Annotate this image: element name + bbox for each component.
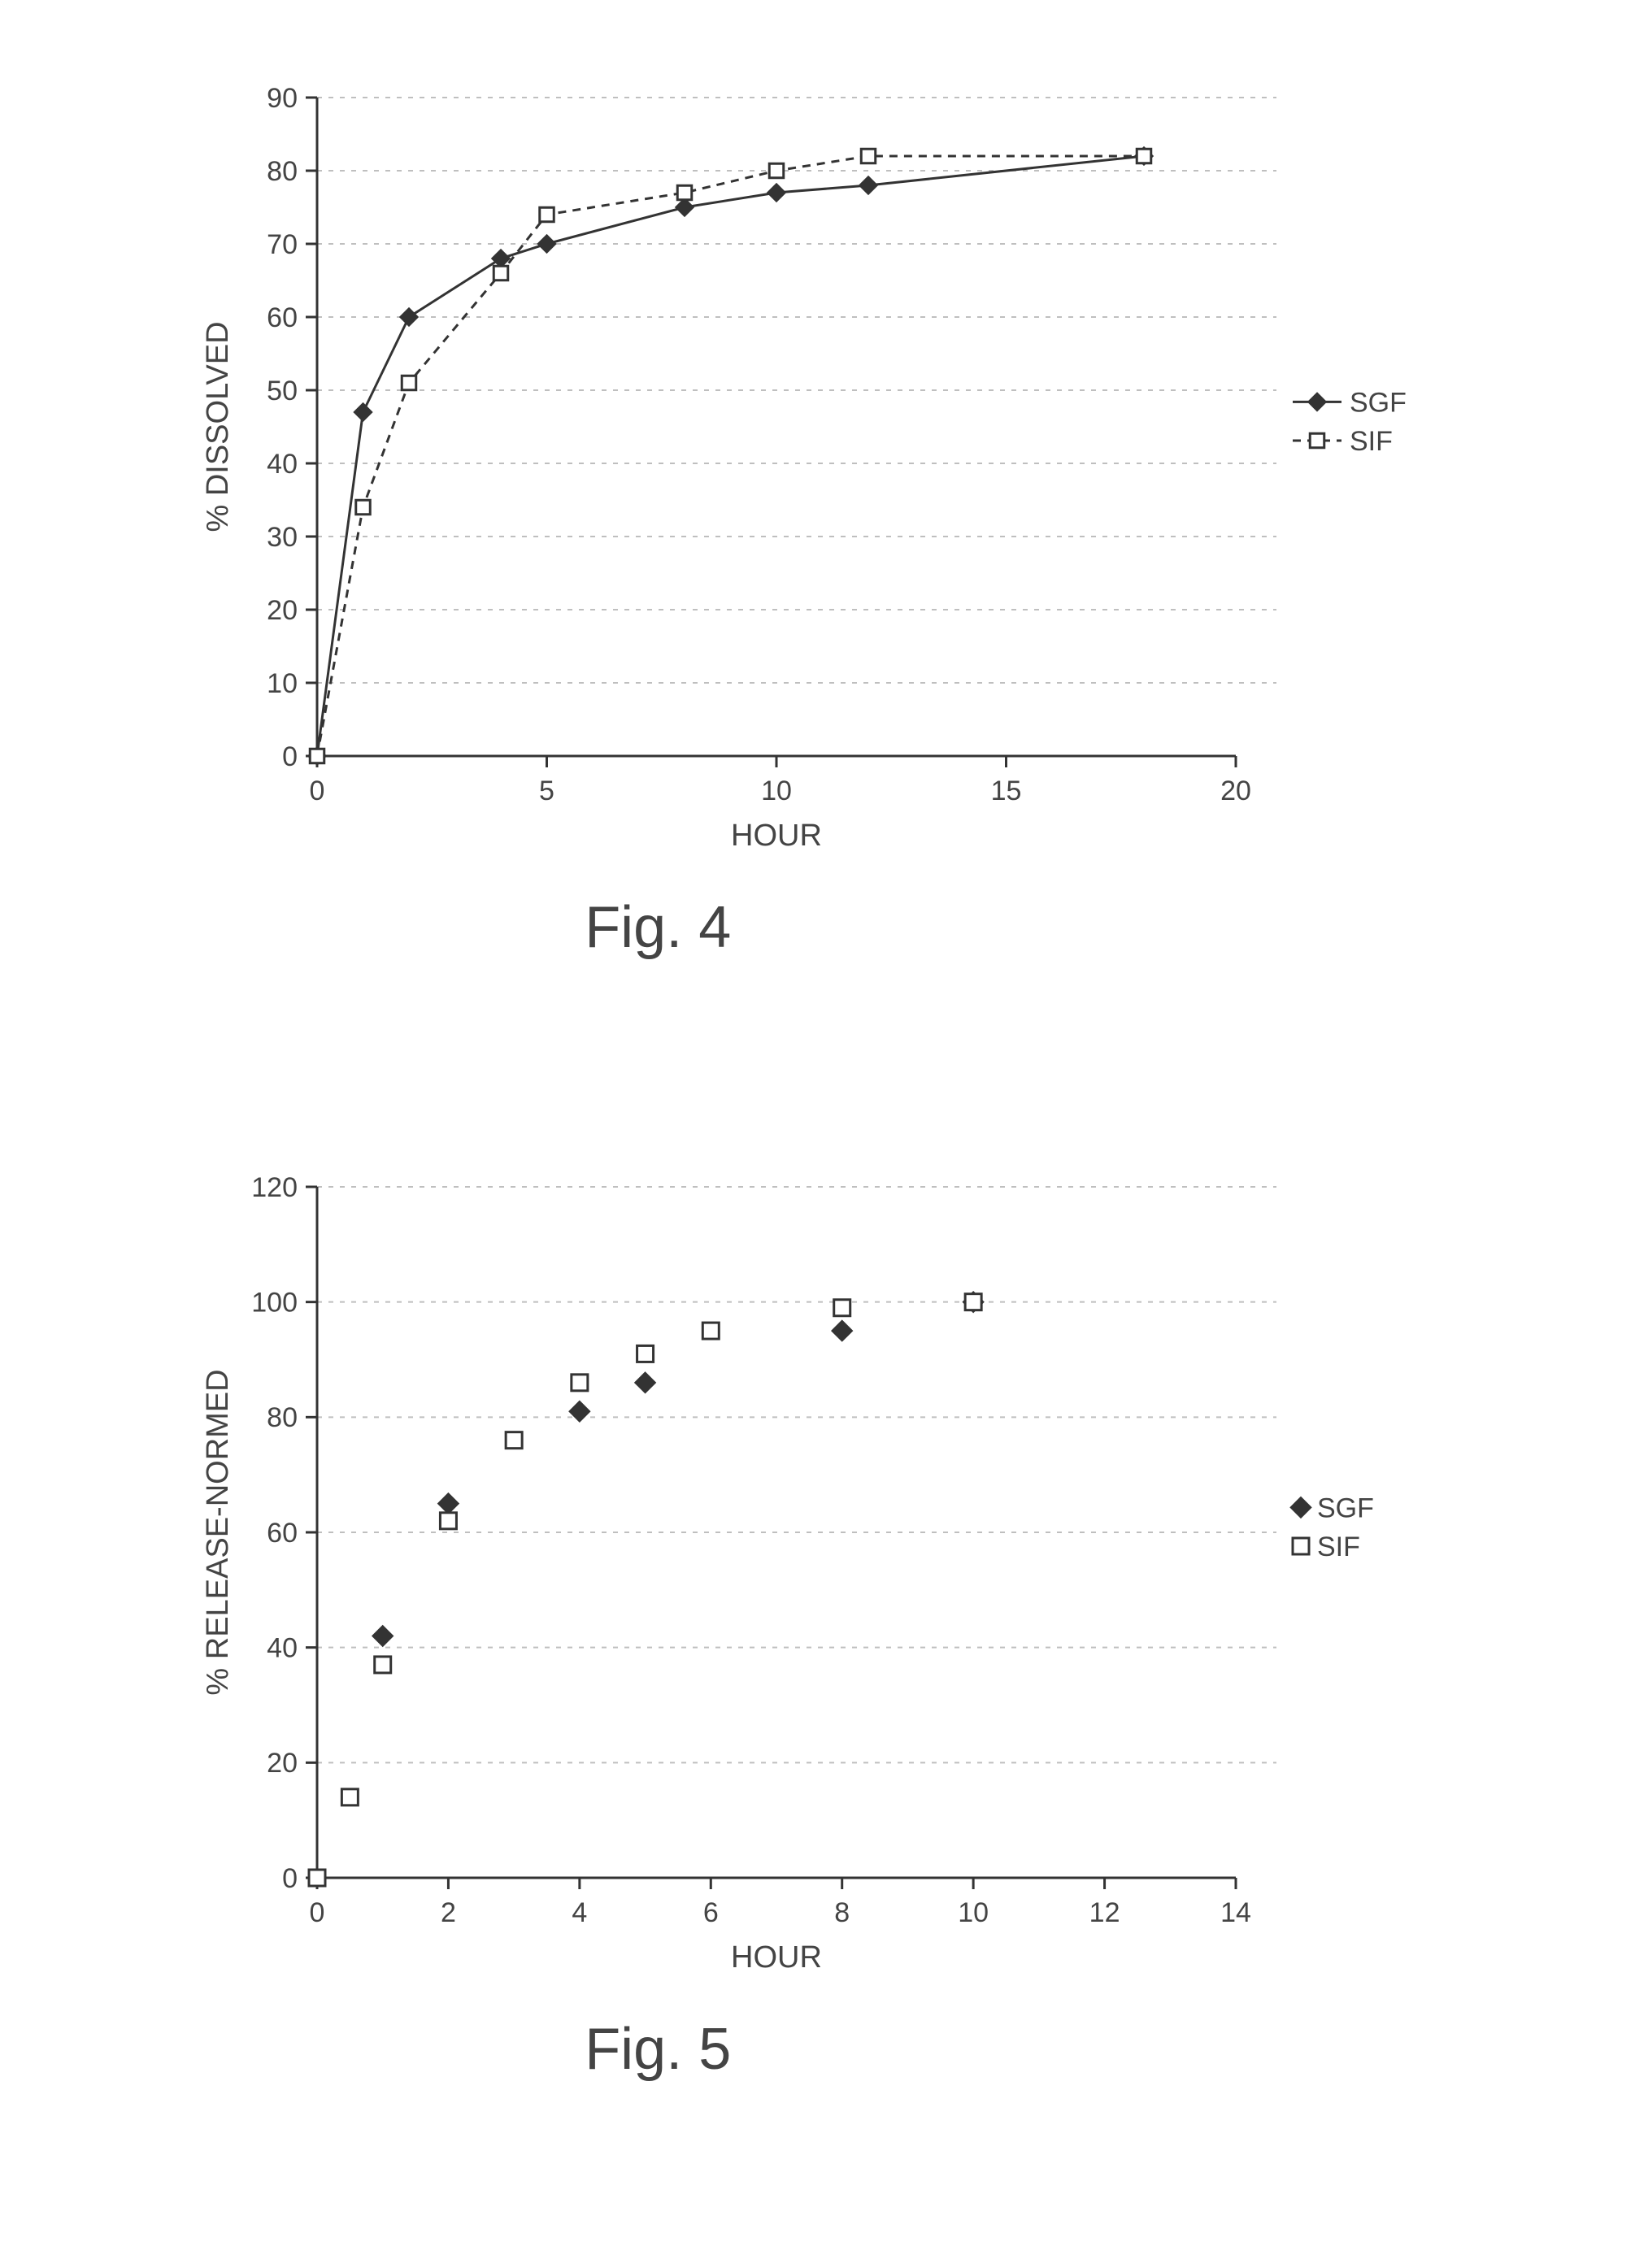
legend-marker-sgf <box>1308 393 1326 411</box>
figure-4-svg: 0 5 10 15 20 0 10 20 30 40 50 60 70 80 90 HOUR % DISSOLV… <box>179 65 1447 878</box>
marker-sgf <box>438 1493 459 1514</box>
x-tick-label: 20 <box>1220 776 1251 806</box>
y-tick-label: 40 <box>267 1633 298 1664</box>
y-tick-label: 40 <box>267 449 298 480</box>
marker-sif <box>702 1323 719 1339</box>
y-tick-label: 80 <box>267 1402 298 1433</box>
marker-sif <box>769 163 784 178</box>
marker-sgf <box>538 235 556 253</box>
y-axis-label: % RELEASE-NORMED <box>201 1369 235 1695</box>
figure-4-caption: Fig. 4 <box>585 894 731 961</box>
marker-sif <box>572 1375 588 1391</box>
y-tick-label: 120 <box>251 1172 298 1203</box>
marker-sgf <box>767 184 785 202</box>
marker-sif <box>834 1300 850 1316</box>
y-tick-label: 90 <box>267 83 298 114</box>
legend-marker-sgf <box>1291 1497 1311 1518</box>
marker-sif <box>356 500 371 515</box>
marker-sgf <box>832 1321 852 1341</box>
x-axis-label: HOUR <box>731 819 822 853</box>
legend: SGF SIF <box>1291 1492 1374 1562</box>
x-tick-label: 5 <box>539 776 554 806</box>
legend-marker-sif <box>1293 1538 1309 1554</box>
page: 051015200102030405060708090HOUR% DISSOLV… <box>0 0 1648 2268</box>
y-tick-label: 20 <box>267 1748 298 1779</box>
marker-sif <box>965 1294 981 1310</box>
legend-label-sif: SIF <box>1317 1532 1360 1562</box>
y-tick-label: 80 <box>267 156 298 187</box>
legend: SGF SIF <box>1293 387 1407 457</box>
y-tick-label: 70 <box>267 229 298 260</box>
y-tick-label: 100 <box>251 1288 298 1319</box>
marker-sif <box>540 207 554 222</box>
marker-sgf <box>570 1401 590 1422</box>
x-tick-label: 12 <box>1089 1897 1120 1928</box>
x-tick-label: 10 <box>761 776 792 806</box>
legend-label-sif: SIF <box>1350 426 1393 457</box>
legend-marker-sif <box>1310 433 1324 448</box>
marker-sif <box>375 1657 391 1673</box>
x-tick-label: 0 <box>310 1897 325 1928</box>
marker-sif <box>637 1345 654 1362</box>
marker-sif <box>861 149 876 163</box>
marker-sgf <box>635 1373 655 1393</box>
marker-sgf <box>372 1626 393 1646</box>
marker-sif <box>309 1870 325 1886</box>
marker-sif <box>341 1789 358 1805</box>
y-axis-label: % DISSOLVED <box>201 321 235 532</box>
x-tick-label: 2 <box>441 1897 456 1928</box>
legend-label-sgf: SGF <box>1350 387 1407 418</box>
y-tick-label: 60 <box>267 1518 298 1549</box>
marker-sgf <box>354 403 372 421</box>
x-tick-label: 6 <box>703 1897 719 1928</box>
marker-sif <box>1137 149 1151 163</box>
marker-sgf <box>676 198 694 216</box>
y-tick-label: 60 <box>267 302 298 333</box>
legend-label-sgf: SGF <box>1317 1492 1374 1523</box>
y-tick-label: 50 <box>267 376 298 406</box>
y-tick-label: 0 <box>282 1863 298 1894</box>
marker-sif <box>677 185 692 200</box>
y-tick-label: 30 <box>267 522 298 553</box>
series-line-sif <box>317 156 1144 756</box>
marker-sif <box>310 749 324 763</box>
x-tick-label: 14 <box>1220 1897 1251 1928</box>
marker-sgf <box>859 176 877 194</box>
x-axis-label: HOUR <box>731 1940 822 1975</box>
figure-5-caption: Fig. 5 <box>585 2016 731 2083</box>
figure-4: 0 5 10 15 20 0 10 20 30 40 50 60 70 80 90 HOUR % DISSOLV… <box>179 65 1447 878</box>
series-line-sgf <box>317 156 1144 756</box>
x-tick-label: 15 <box>991 776 1022 806</box>
x-tick-label: 0 <box>310 776 325 806</box>
x-tick-label: 8 <box>834 1897 850 1928</box>
figure-5: 0 2 4 6 8 10 12 14 0 20 40 60 80 100 120 HOUR % RELEASE-… <box>179 1154 1447 2000</box>
figure-5-svg: 0 2 4 6 8 10 12 14 0 20 40 60 80 100 120 HOUR % RELEASE-… <box>179 1154 1447 2000</box>
marker-sgf <box>400 308 418 326</box>
y-tick-label: 10 <box>267 668 298 699</box>
x-tick-label: 10 <box>958 1897 989 1928</box>
marker-sif <box>494 266 508 280</box>
y-tick-label: 20 <box>267 595 298 626</box>
marker-sif <box>402 376 416 390</box>
marker-sif <box>440 1513 456 1529</box>
marker-sif <box>506 1432 522 1449</box>
y-tick-label: 0 <box>282 741 298 772</box>
x-tick-label: 4 <box>572 1897 587 1928</box>
marker-sgf <box>492 250 510 267</box>
